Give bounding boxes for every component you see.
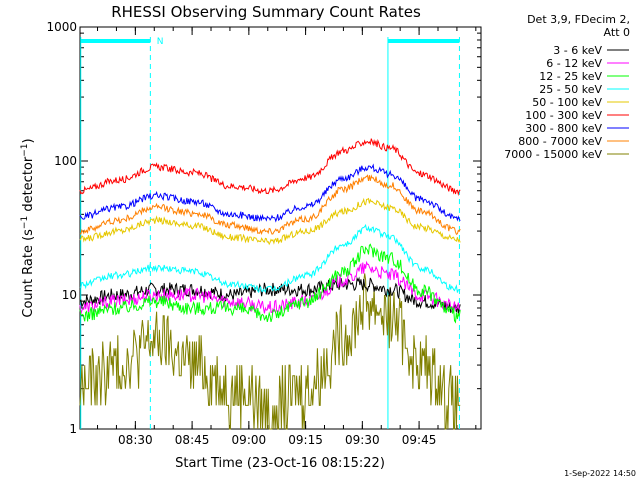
legend-entry-label: 3 - 6 keV [553,44,602,57]
y-axis-ticks: 1 10 100 1000 [46,20,481,436]
legend-entry-label: 800 - 7000 keV [518,135,602,148]
series-line [79,174,461,236]
series-line [79,276,461,314]
interval-markers: N [80,37,460,429]
y-axis-label: Count Rate (s−1 detector−1) [20,138,36,317]
series-line [79,260,461,315]
data-series [79,138,461,430]
series-line [79,163,461,223]
legend-header-line-1: Det 3,9, FDecim 2, [527,13,630,26]
x-tick-label: 08:45 [175,433,210,447]
legend-entry-label: 7000 - 15000 keV [504,148,602,161]
x-tick-label: 09:15 [288,433,323,447]
series-line [79,273,461,430]
chart-title: RHESSI Observing Summary Count Rates [111,3,421,21]
y-tick-label: 1 [69,422,77,436]
date-stamp: 1-Sep-2022 14:50 [564,469,636,478]
legend-header-line-2: Att 0 [604,26,630,39]
legend-entry-label: 12 - 25 keV [539,70,602,83]
series-line [79,243,461,324]
y-tick-label: 10 [62,288,77,302]
series-line [79,197,461,246]
legend-entry-label: 6 - 12 keV [546,57,602,70]
y-tick-label: 1000 [46,20,77,34]
legend-entry-label: 300 - 800 keV [525,122,602,135]
x-tick-label: 09:45 [402,433,437,447]
plot-frame [79,26,482,430]
series-line [79,223,461,294]
x-tick-label: 09:00 [232,433,267,447]
legend-entry-label: 25 - 50 keV [539,83,602,96]
x-tick-label: 08:30 [118,433,153,447]
legend-entry-label: 50 - 100 keV [532,96,602,109]
x-tick-label: 09:30 [345,433,380,447]
series-line [79,138,461,197]
legend-entry-label: 100 - 300 keV [525,109,602,122]
y-tick-label: 100 [54,154,77,168]
x-axis-label: Start Time (23-Oct-16 08:15:22) [175,456,385,471]
interval-marker-label: N [157,37,164,47]
